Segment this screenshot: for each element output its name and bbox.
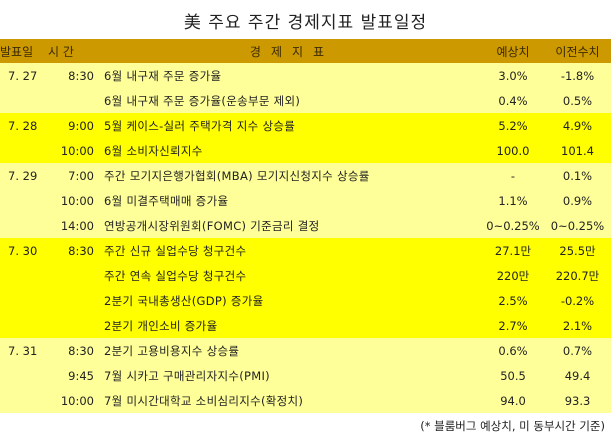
time-cell: 9:00 — [48, 113, 102, 138]
header-forecast: 예상치 — [482, 39, 544, 63]
table-row: 10:00 6월 미결주택매매 증가율 1.1% 0.9% — [0, 188, 611, 213]
time-cell: 8:30 — [48, 238, 102, 263]
previous-cell: 0.5% — [544, 88, 611, 113]
forecast-cell: 2.7% — [482, 313, 544, 338]
forecast-cell: 0.6% — [482, 338, 544, 363]
previous-cell: 101.4 — [544, 138, 611, 163]
indicator-cell: 7월 미시간대학교 소비심리지수(확정치) — [102, 388, 482, 413]
previous-cell: 93.3 — [544, 388, 611, 413]
indicator-cell: 6월 소비자신뢰지수 — [102, 138, 482, 163]
time-cell — [48, 288, 102, 313]
indicator-cell: 연방공개시장위원회(FOMC) 기준금리 결정 — [102, 213, 482, 238]
indicator-cell: 5월 케이스-실러 주택가격 지수 상승률 — [102, 113, 482, 138]
previous-cell: 25.5만 — [544, 238, 611, 263]
page-title: 美 주요 주간 경제지표 발표일정 — [183, 13, 428, 33]
date-cell — [0, 188, 48, 213]
forecast-cell: 2.5% — [482, 288, 544, 313]
table-row: 7. 27 8:30 6월 내구재 주문 증가율 3.0% -1.8% — [0, 63, 611, 88]
previous-cell: -0.2% — [544, 288, 611, 313]
header-previous: 이전수치 — [544, 39, 611, 63]
indicator-cell: 주간 연속 실업수당 청구건수 — [102, 263, 482, 288]
schedule-table: 발표일 시 간 경제지표 예상치 이전수치 7. 27 8:30 6월 내구재 주문… — [0, 39, 611, 413]
previous-cell: 220.7만 — [544, 263, 611, 288]
forecast-cell: 1.1% — [482, 188, 544, 213]
previous-cell: 0.1% — [544, 163, 611, 188]
table-row: 7. 30 8:30 주간 신규 실업수당 청구건수 27.1만 25.5만 — [0, 238, 611, 263]
time-cell: 10:00 — [48, 388, 102, 413]
date-cell — [0, 88, 48, 113]
previous-cell: 49.4 — [544, 363, 611, 388]
indicator-cell: 6월 내구재 주문 증가율 — [102, 63, 482, 88]
time-cell: 14:00 — [48, 213, 102, 238]
table-row: 10:00 7월 미시간대학교 소비심리지수(확정치) 94.0 93.3 — [0, 388, 611, 413]
footnote: (* 블룸버그 예상치, 미 동부시간 기준) — [420, 419, 605, 433]
table-row: 7. 28 9:00 5월 케이스-실러 주택가격 지수 상승률 5.2% 4.9% — [0, 113, 611, 138]
forecast-cell: 27.1만 — [482, 238, 544, 263]
table-row: 6월 내구재 주문 증가율(운송부문 제외) 0.4% 0.5% — [0, 88, 611, 113]
previous-cell: 0.7% — [544, 338, 611, 363]
date-cell: 7. 31 — [0, 338, 48, 363]
table-header-row: 발표일 시 간 경제지표 예상치 이전수치 — [0, 39, 611, 63]
table-row: 10:00 6월 소비자신뢰지수 100.0 101.4 — [0, 138, 611, 163]
indicator-cell: 6월 미결주택매매 증가율 — [102, 188, 482, 213]
date-cell — [0, 138, 48, 163]
forecast-cell: 50.5 — [482, 363, 544, 388]
time-cell: 9:45 — [48, 363, 102, 388]
header-time: 시 간 — [48, 39, 102, 63]
indicator-cell: 주간 모기지은행가협회(MBA) 모기지신청지수 상승률 — [102, 163, 482, 188]
forecast-cell: 3.0% — [482, 63, 544, 88]
date-cell — [0, 288, 48, 313]
forecast-cell: 0~0.25% — [482, 213, 544, 238]
table-row: 2분기 개인소비 증가율 2.7% 2.1% — [0, 313, 611, 338]
previous-cell: 0.9% — [544, 188, 611, 213]
date-cell — [0, 213, 48, 238]
time-cell: 10:00 — [48, 138, 102, 163]
date-cell — [0, 388, 48, 413]
date-cell — [0, 363, 48, 388]
table-row: 2분기 국내총생산(GDP) 증가율 2.5% -0.2% — [0, 288, 611, 313]
indicator-cell: 주간 신규 실업수당 청구건수 — [102, 238, 482, 263]
date-cell — [0, 263, 48, 288]
forecast-cell: 220만 — [482, 263, 544, 288]
header-indicator: 경제지표 — [102, 39, 482, 63]
date-cell: 7. 29 — [0, 163, 48, 188]
indicator-cell: 2분기 고용비용지수 상승률 — [102, 338, 482, 363]
date-cell: 7. 28 — [0, 113, 48, 138]
time-cell — [48, 88, 102, 113]
table-row: 9:45 7월 시카고 구매관리자지수(PMI) 50.5 49.4 — [0, 363, 611, 388]
forecast-cell: 5.2% — [482, 113, 544, 138]
previous-cell: 4.9% — [544, 113, 611, 138]
table-row: 14:00 연방공개시장위원회(FOMC) 기준금리 결정 0~0.25% 0~0.2… — [0, 213, 611, 238]
table-row: 주간 연속 실업수당 청구건수 220만 220.7만 — [0, 263, 611, 288]
date-cell: 7. 30 — [0, 238, 48, 263]
header-date: 발표일 — [0, 39, 48, 63]
table-row: 7. 29 7:00 주간 모기지은행가협회(MBA) 모기지신청지수 상승률 -0.… — [0, 163, 611, 188]
time-cell: 10:00 — [48, 188, 102, 213]
indicator-cell: 7월 시카고 구매관리자지수(PMI) — [102, 363, 482, 388]
time-cell: 8:30 — [48, 63, 102, 88]
forecast-cell: 0.4% — [482, 88, 544, 113]
indicator-cell: 6월 내구재 주문 증가율(운송부문 제외) — [102, 88, 482, 113]
time-cell — [48, 313, 102, 338]
date-cell: 7. 27 — [0, 63, 48, 88]
indicator-cell: 2분기 국내총생산(GDP) 증가율 — [102, 288, 482, 313]
table-row: 7. 31 8:30 2분기 고용비용지수 상승률 0.6% 0.7% — [0, 338, 611, 363]
time-cell: 8:30 — [48, 338, 102, 363]
forecast-cell: 94.0 — [482, 388, 544, 413]
indicator-cell: 2분기 개인소비 증가율 — [102, 313, 482, 338]
forecast-cell: - — [482, 163, 544, 188]
previous-cell: 2.1% — [544, 313, 611, 338]
forecast-cell: 100.0 — [482, 138, 544, 163]
previous-cell: 0~0.25% — [544, 213, 611, 238]
previous-cell: -1.8% — [544, 63, 611, 88]
time-cell — [48, 263, 102, 288]
date-cell — [0, 313, 48, 338]
time-cell: 7:00 — [48, 163, 102, 188]
